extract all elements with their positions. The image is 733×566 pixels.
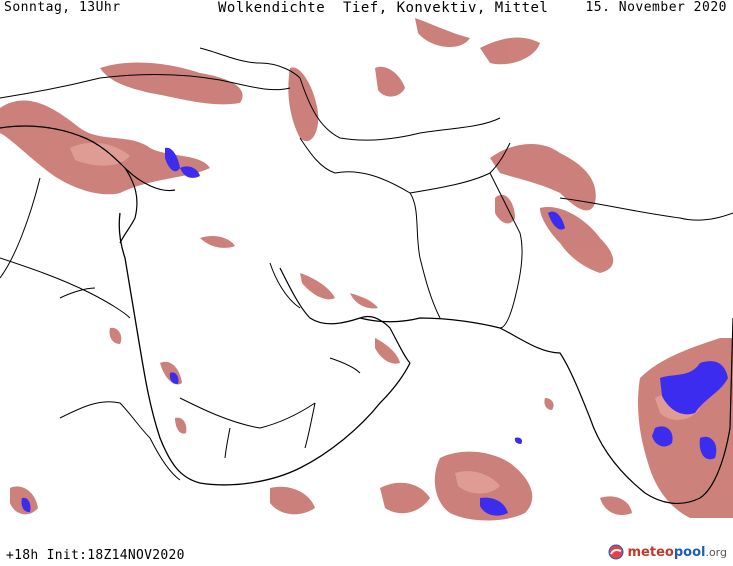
date-label: 15. November 2020 (585, 0, 727, 15)
brand-part-pool: pool (673, 544, 706, 560)
map-title: Wolkendichte Tief, Konvektiv, Mittel (218, 0, 549, 16)
cloud-cover-layer (0, 18, 733, 521)
run-info-label: +18h Init:18Z14NOV2020 (6, 548, 185, 563)
meteopool-logo-icon (608, 544, 623, 560)
cloud-density-map (0, 18, 733, 526)
mid-cloud-layer (70, 142, 700, 494)
country-borders (0, 47, 733, 505)
convective-layer (21, 147, 728, 516)
brand-part-meteo: meteo (627, 544, 674, 560)
footer-bar: +18h Init:18Z14NOV2020 meteo pool .org (0, 526, 733, 566)
valid-time-label: Sonntag, 13Uhr (4, 0, 121, 15)
brand-part-domain: .org (705, 545, 727, 559)
brand-logo-link[interactable]: meteo pool .org (608, 544, 727, 560)
